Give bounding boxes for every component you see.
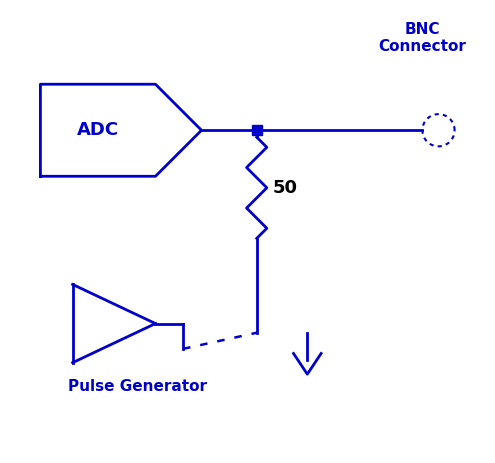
Text: 50: 50 <box>273 179 298 197</box>
Text: BNC
Connector: BNC Connector <box>379 22 466 55</box>
Text: Pulse Generator: Pulse Generator <box>68 379 207 394</box>
Text: ADC: ADC <box>77 121 119 139</box>
